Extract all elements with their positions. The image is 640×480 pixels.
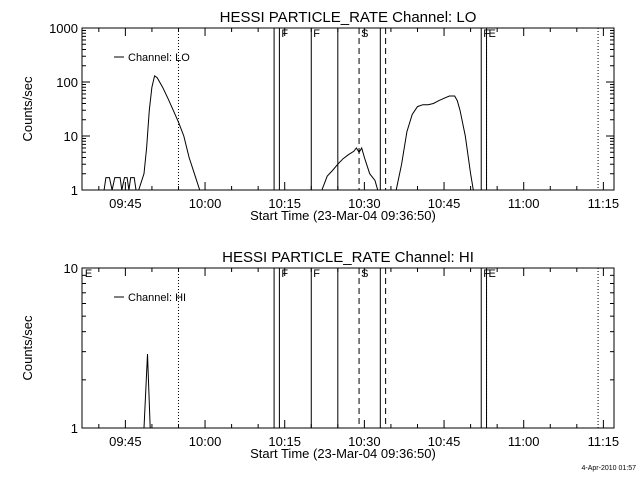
event-marker-label: F	[483, 268, 490, 280]
y-tick-label: 10	[64, 129, 78, 144]
x-tick-label: 11:00	[508, 196, 540, 211]
x-tick-label: 10:30	[348, 196, 381, 211]
x-axis-label: Start Time (23-Mar-04 09:36:50)	[250, 208, 436, 223]
event-marker-label: E	[489, 268, 496, 280]
chart-panel-lo: HESSI PARTICLE_RATE Channel: LO Counts/s…	[20, 9, 619, 223]
x-tick-label: 10:00	[189, 434, 222, 449]
y-axis-label: Counts/sec	[20, 76, 35, 142]
y-tick-label: 1000	[49, 21, 78, 36]
x-tick-label: 11:00	[508, 434, 540, 449]
legend-label: Channel: HI	[128, 292, 186, 304]
chart-title: HESSI PARTICLE_RATE Channel: HI	[222, 249, 474, 266]
plot-frame	[81, 267, 615, 429]
y-axis-label: Counts/sec	[20, 315, 35, 381]
y-tick-label: 100	[56, 75, 78, 90]
x-tick-label: 10:45	[428, 196, 461, 211]
event-marker-label: F	[281, 28, 288, 40]
series-line	[143, 353, 151, 428]
event-marker-label: S	[361, 28, 368, 40]
legend-label: Channel: LO	[128, 52, 190, 64]
chart-title: HESSI PARTICLE_RATE Channel: LO	[220, 9, 477, 26]
event-marker-label: F	[313, 28, 320, 40]
x-tick-label: 09:45	[109, 196, 142, 211]
y-tick-label: 1	[71, 183, 78, 198]
series-line	[138, 74, 201, 190]
x-tick-label: 11:15	[588, 196, 620, 211]
chart-panel-hi: HESSI PARTICLE_RATE Channel: HI Counts/s…	[20, 249, 619, 461]
x-axis-label: Start Time (23-Mar-04 09:36:50)	[250, 446, 436, 461]
y-tick-label: 10	[64, 261, 78, 276]
series-line	[103, 177, 137, 190]
x-tick-label: 10:00	[189, 196, 222, 211]
x-tick-label: 11:15	[588, 434, 620, 449]
x-tick-label: 10:45	[428, 434, 461, 449]
event-marker-label: E	[489, 28, 496, 40]
x-tick-label: 10:15	[268, 434, 301, 449]
x-tick-label: 09:45	[109, 434, 142, 449]
plot-frame	[81, 27, 615, 191]
x-tick-label: 10:30	[348, 434, 381, 449]
event-marker-label: F	[483, 28, 490, 40]
y-tick-label: 1	[71, 421, 78, 436]
series-line	[395, 95, 474, 190]
x-tick-label: 10:15	[268, 196, 301, 211]
event-marker-label: F	[281, 268, 288, 280]
event-marker-label: S	[361, 268, 368, 280]
event-marker-label: E	[85, 268, 92, 280]
timestamp: 4-Apr-2010 01:57	[582, 465, 637, 472]
series-line	[321, 146, 379, 190]
event-marker-label: F	[313, 268, 320, 280]
